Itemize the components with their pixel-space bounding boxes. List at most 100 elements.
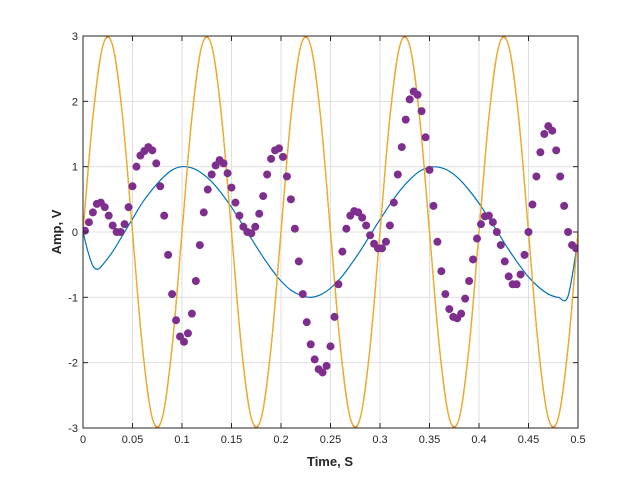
scatter-point [413,90,422,99]
scatter-point [83,226,89,235]
scatter-point [524,228,533,236]
scatter-point [104,211,113,220]
scatter-point [492,228,501,236]
scatter-point [290,224,299,233]
scatter-point [132,162,141,171]
scatter-point [278,152,287,161]
scatter-point [385,221,394,230]
scatter-point [358,213,367,222]
scatter-point [381,237,390,246]
x-tick-label: 0 [80,434,86,446]
scatter-point [318,368,327,377]
x-tick-label: 0.1 [174,434,189,446]
scatter-point [88,208,97,217]
scatter-point [441,290,450,299]
scatter-point [255,209,264,218]
x-tick-label: 0.45 [518,434,539,446]
scatter-point [342,224,351,233]
scatter-point [326,342,335,351]
scatter-point [560,201,569,210]
scatter-point [496,241,505,250]
scatter-point [389,198,398,207]
x-tick-label: 0.25 [320,434,341,446]
scatter-point [512,280,521,289]
scatter-point [362,221,371,230]
scatter-point [231,198,240,207]
scatter-point [263,170,272,179]
scatter-point [187,309,196,318]
ticks [82,35,579,429]
scatter-point [433,237,442,246]
scatter-point [405,95,414,104]
x-axis-label: Time, S [307,454,353,469]
scatter-point [552,146,561,155]
scatter-point [397,143,406,152]
x-tick-label: 0.35 [419,434,440,446]
scatter-point [282,172,291,181]
scatter-point [437,267,446,276]
scatter-point [469,255,478,264]
scatter-point [445,305,454,314]
scatter-point [160,211,169,220]
tick-labels: 0 0.05 0.1 0.15 0.2 0.25 0.3 0.35 0.4 0.45 0.5 -3 -2… [68,31,585,446]
plot-series-group [83,36,578,428]
y-tick-label: 2 [72,96,78,108]
scatter-point [540,130,549,138]
x-tick-label: 0.5 [570,434,585,446]
scatter-point [116,228,125,236]
scatter-point [168,290,177,299]
scatter-point [504,272,513,281]
scatter-point [377,244,386,253]
scatter-point [294,257,303,266]
scatter-point [457,309,466,318]
scatter-point [322,361,331,370]
scatter-point [267,154,276,163]
scatter-point [484,211,493,220]
y-tick-label: 0 [72,227,78,239]
y-tick-label: -2 [68,358,78,370]
scatter-point [338,247,347,256]
scatter-point [219,159,228,168]
scatter-point [548,126,557,135]
scatter-point [199,208,208,217]
scatter-point [128,182,137,191]
scatter-point [536,148,545,157]
scatter-point [251,222,260,231]
scatter-point [108,221,117,230]
scatter-point [330,312,339,321]
x-tick-label: 0.4 [471,434,486,446]
scatter-point [564,228,573,236]
scatter-point [275,144,284,153]
y-tick-label: 1 [72,162,78,174]
scatter-point [401,115,410,124]
scatter-point [179,337,188,346]
scatter-point [461,294,470,303]
scatter-point [528,200,537,209]
scatter-point [556,172,565,181]
scatter-point [476,220,485,229]
scatter-point [124,203,133,212]
scatter-point [366,231,375,240]
scatter-point [500,257,509,266]
scatter-point [488,218,497,227]
scatter-point [520,250,529,259]
scatter-point [417,107,426,116]
scatter-point [429,201,438,210]
scatter-point [195,241,204,250]
scatter-point [286,195,295,204]
scatter-point [393,170,402,179]
y-tick-label: -3 [68,423,78,435]
scatter-point [473,234,482,243]
scatter-point [183,329,192,338]
scatter-point [100,203,109,212]
scatter-point [223,169,232,178]
scatter-point [172,316,181,325]
scatter-point [532,172,541,181]
y-tick-label: 3 [72,31,78,43]
scatter-point [247,229,256,238]
scatter-point [164,250,173,259]
scatter-point [572,244,578,253]
scatter-point [148,146,157,155]
x-tick-label: 0.3 [372,434,387,446]
